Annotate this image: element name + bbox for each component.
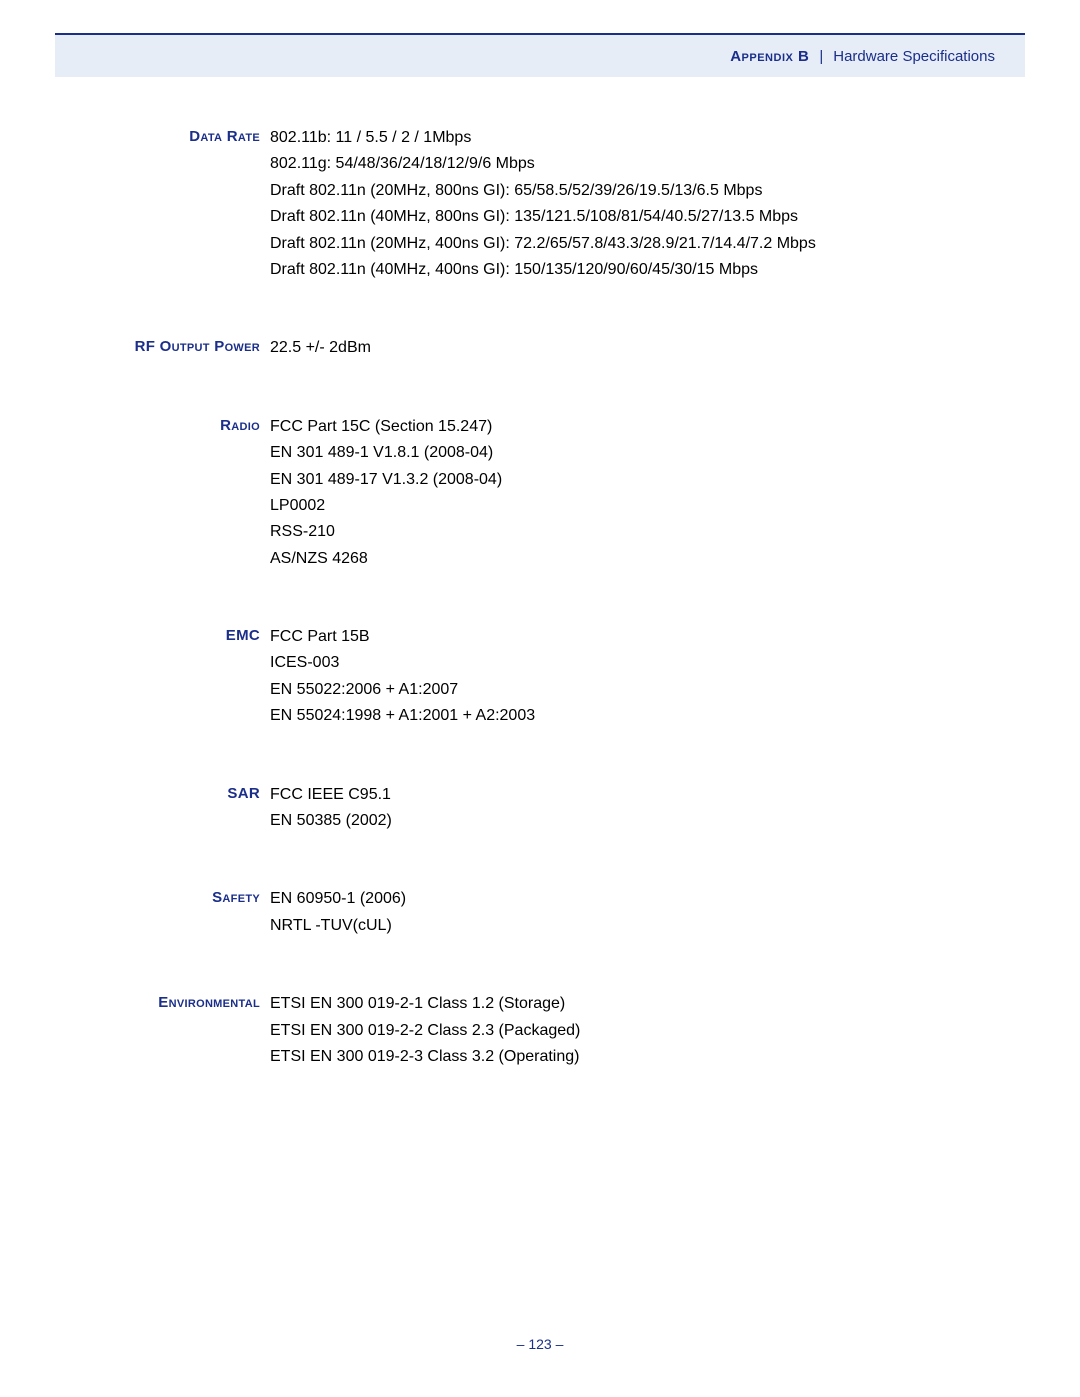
spec-label-safety: Safety <box>125 886 270 939</box>
spec-row-radio: Radio FCC Part 15C (Section 15.247) EN 3… <box>125 414 1000 572</box>
spec-label-sar: SAR <box>125 782 270 835</box>
spec-label-radio: Radio <box>125 414 270 572</box>
spec-line: ICES-003 <box>270 650 1000 676</box>
spec-line: LP0002 <box>270 493 1000 519</box>
spec-row-emc: EMC FCC Part 15B ICES-003 EN 55022:2006 … <box>125 624 1000 730</box>
page-footer: – 123 – <box>0 1336 1080 1352</box>
spec-value-safety: EN 60950-1 (2006) NRTL -TUV(cUL) <box>270 886 1000 939</box>
spec-line: NRTL -TUV(cUL) <box>270 913 1000 939</box>
spec-line: 802.11b: 11 / 5.5 / 2 / 1Mbps <box>270 125 1000 151</box>
spec-line: EN 55024:1998 + A1:2001 + A2:2003 <box>270 703 1000 729</box>
spec-value-rf-output-power: 22.5 +/- 2dBm <box>270 335 1000 361</box>
spec-row-data-rate: Data Rate 802.11b: 11 / 5.5 / 2 / 1Mbps … <box>125 125 1000 283</box>
spec-line: Draft 802.11n (20MHz, 800ns GI): 65/58.5… <box>270 178 1000 204</box>
spec-line: FCC Part 15B <box>270 624 1000 650</box>
spec-value-radio: FCC Part 15C (Section 15.247) EN 301 489… <box>270 414 1000 572</box>
spec-value-emc: FCC Part 15B ICES-003 EN 55022:2006 + A1… <box>270 624 1000 730</box>
spec-line: EN 60950-1 (2006) <box>270 886 1000 912</box>
spec-label-environmental: Environmental <box>125 991 270 1070</box>
spec-line: FCC IEEE C95.1 <box>270 782 1000 808</box>
spec-line: ETSI EN 300 019-2-3 Class 3.2 (Operating… <box>270 1044 1000 1070</box>
spec-row-rf-output-power: RF Output Power 22.5 +/- 2dBm <box>125 335 1000 361</box>
spec-row-safety: Safety EN 60950-1 (2006) NRTL -TUV(cUL) <box>125 886 1000 939</box>
spec-line: Draft 802.11n (20MHz, 400ns GI): 72.2/65… <box>270 231 1000 257</box>
spec-line: Draft 802.11n (40MHz, 400ns GI): 150/135… <box>270 257 1000 283</box>
header-title: Hardware Specifications <box>833 48 995 65</box>
spec-label-emc: EMC <box>125 624 270 730</box>
spec-value-data-rate: 802.11b: 11 / 5.5 / 2 / 1Mbps 802.11g: 5… <box>270 125 1000 283</box>
spec-line: ETSI EN 300 019-2-2 Class 2.3 (Packaged) <box>270 1018 1000 1044</box>
spec-line: RSS-210 <box>270 519 1000 545</box>
header-separator: | <box>819 48 823 65</box>
spec-row-sar: SAR FCC IEEE C95.1 EN 50385 (2002) <box>125 782 1000 835</box>
header-appendix: Appendix B <box>730 48 809 65</box>
spec-value-sar: FCC IEEE C95.1 EN 50385 (2002) <box>270 782 1000 835</box>
spec-label-rf-output-power: RF Output Power <box>125 335 270 361</box>
spec-line: AS/NZS 4268 <box>270 546 1000 572</box>
spec-label-data-rate: Data Rate <box>125 125 270 283</box>
spec-line: FCC Part 15C (Section 15.247) <box>270 414 1000 440</box>
page-header: Appendix B | Hardware Specifications <box>55 33 1025 77</box>
spec-line: 22.5 +/- 2dBm <box>270 335 1000 361</box>
page-number: – 123 – <box>517 1336 564 1352</box>
spec-line: ETSI EN 300 019-2-1 Class 1.2 (Storage) <box>270 991 1000 1017</box>
spec-line: EN 50385 (2002) <box>270 808 1000 834</box>
spec-content: Data Rate 802.11b: 11 / 5.5 / 2 / 1Mbps … <box>125 125 1000 1122</box>
spec-line: Draft 802.11n (40MHz, 800ns GI): 135/121… <box>270 204 1000 230</box>
spec-row-environmental: Environmental ETSI EN 300 019-2-1 Class … <box>125 991 1000 1070</box>
spec-value-environmental: ETSI EN 300 019-2-1 Class 1.2 (Storage) … <box>270 991 1000 1070</box>
spec-line: 802.11g: 54/48/36/24/18/12/9/6 Mbps <box>270 151 1000 177</box>
spec-line: EN 301 489-17 V1.3.2 (2008-04) <box>270 467 1000 493</box>
spec-line: EN 301 489-1 V1.8.1 (2008-04) <box>270 440 1000 466</box>
spec-line: EN 55022:2006 + A1:2007 <box>270 677 1000 703</box>
